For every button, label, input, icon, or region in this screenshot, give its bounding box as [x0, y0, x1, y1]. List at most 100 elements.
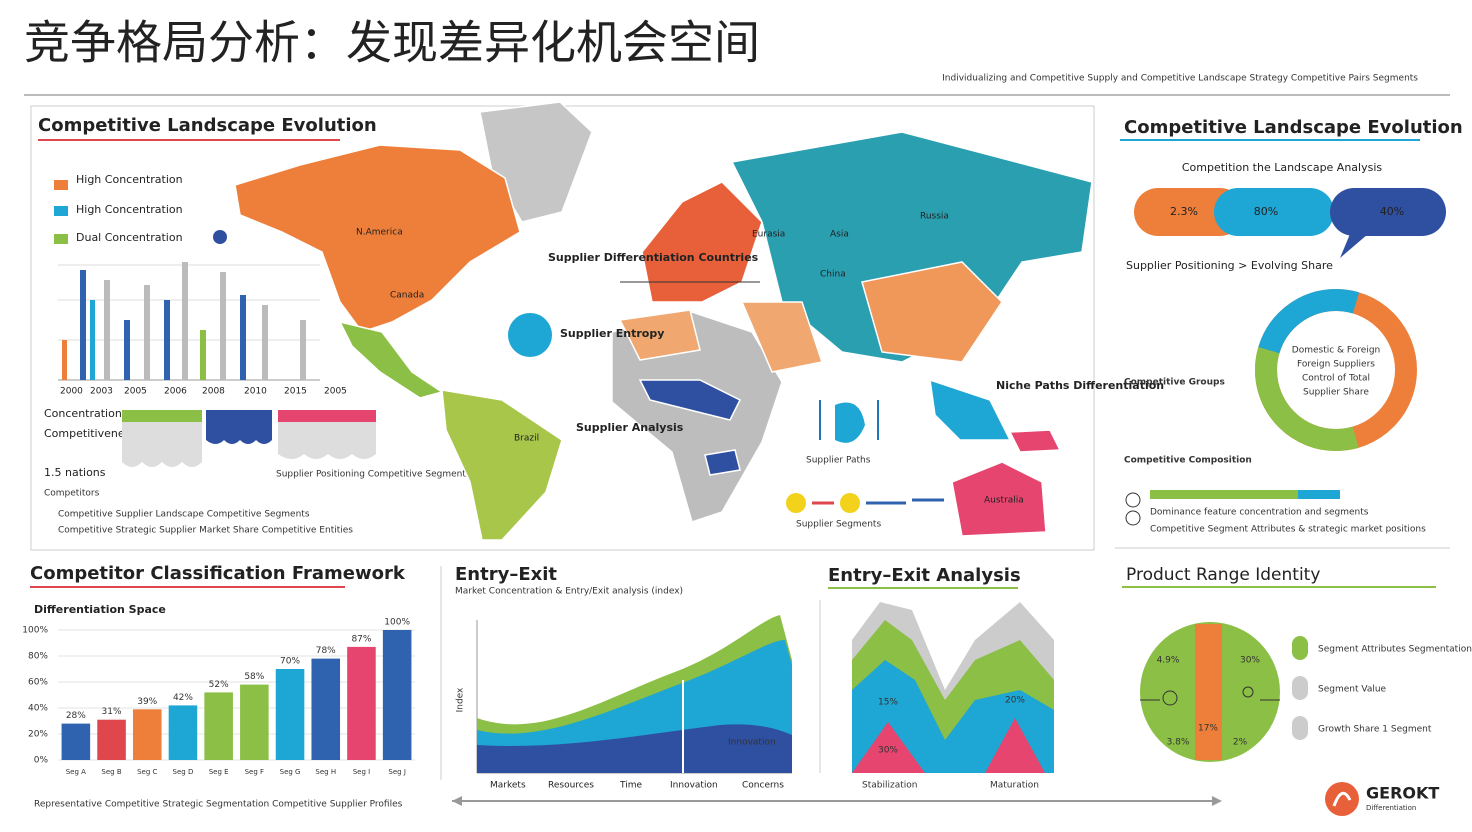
label: 1.5 nations	[44, 466, 106, 479]
panel-title: Competitive Landscape Evolution	[38, 115, 377, 136]
se-asia	[929, 378, 1012, 441]
mini-bar	[124, 320, 130, 380]
caption: Representative Competitive Strategic Seg…	[34, 800, 403, 810]
bar	[240, 684, 269, 760]
donut-text: Foreign Suppliers	[1297, 360, 1375, 370]
panel-subtitle: Competition the Landscape Analysis	[1182, 161, 1383, 174]
pill-label: 80%	[1254, 205, 1278, 218]
note: Competitive Strategic Supplier Market Sh…	[58, 526, 353, 536]
pill-label: 2.3%	[1170, 205, 1198, 218]
mini-bar	[300, 320, 306, 380]
year-label: 2000	[60, 387, 83, 397]
band	[122, 410, 202, 422]
mini-bar	[240, 295, 246, 380]
x-tick-label: Stabilization	[862, 781, 917, 791]
legend-label: High Concentration	[76, 203, 183, 216]
australia	[951, 461, 1047, 537]
mini-bar	[220, 272, 226, 380]
year-label: 2008	[202, 387, 225, 397]
x-tick-label: Seg H	[315, 768, 336, 776]
south-america	[441, 389, 563, 541]
legend-swatch	[54, 180, 68, 190]
band	[278, 410, 376, 422]
pill	[1134, 188, 1244, 236]
legend-icon	[1292, 636, 1308, 660]
x-tick-label: Seg J	[388, 768, 405, 776]
region-label: Australia	[984, 496, 1024, 506]
value-label: 52%	[209, 680, 229, 690]
region-label: Russia	[920, 212, 949, 222]
pill-tail	[1340, 234, 1368, 258]
map-label: Supplier Entropy	[560, 327, 664, 340]
year-labels: 2000 2003 2005 2006 2008 2010 2015 2005	[60, 387, 347, 397]
bar	[311, 658, 341, 760]
region-label: Eurasia	[752, 230, 785, 240]
legend-icon	[1292, 716, 1308, 740]
north-africa	[618, 309, 701, 361]
bar	[275, 669, 305, 760]
bar	[204, 692, 233, 760]
world-map	[234, 101, 1093, 541]
dot	[786, 493, 806, 513]
pill-label: 40%	[1380, 205, 1404, 218]
y-tick-label: 100%	[22, 626, 48, 636]
pie-band	[1195, 624, 1222, 760]
value-label: 42%	[173, 693, 193, 703]
globe-icon	[508, 313, 552, 357]
region-label: N.America	[356, 228, 403, 238]
inner-label: Innovation	[728, 738, 776, 748]
icon	[1242, 686, 1254, 698]
x-tick-label: Maturation	[990, 781, 1039, 791]
islands	[1008, 429, 1062, 453]
year-label: 2010	[244, 387, 267, 397]
bar-strip	[1150, 490, 1298, 499]
x-tick-label: Markets	[490, 781, 526, 791]
mini-bar	[90, 300, 95, 380]
legend-dot	[213, 230, 227, 244]
drip-shape	[278, 422, 376, 459]
bar-strip	[1298, 490, 1340, 499]
icon	[1162, 690, 1178, 706]
legend-label: Segment Value	[1318, 685, 1387, 695]
x-tick-label: Seg A	[66, 768, 86, 776]
x-tick-label: Innovation	[670, 781, 718, 791]
panel-title: Entry–Exit	[455, 564, 557, 585]
x-tick-label: Concerns	[742, 781, 784, 791]
panel-subtitle: Market Concentration & Entry/Exit analys…	[455, 587, 683, 597]
label: Competitive Composition	[1124, 456, 1252, 466]
pie-label: 17%	[1198, 724, 1218, 734]
page-subtitle: Individualizing and Competitive Supply a…	[942, 74, 1418, 84]
africa-band	[638, 379, 742, 421]
label: Competitive Groups	[1124, 378, 1225, 388]
donut-segment	[1255, 289, 1417, 451]
region-label: Brazil	[514, 434, 539, 444]
label: Concentration	[44, 407, 122, 420]
drip-shape	[206, 422, 272, 444]
bar	[347, 646, 376, 760]
donut-text: Control of Total	[1302, 374, 1370, 384]
panel-title: Competitor Classification Framework	[30, 563, 406, 584]
bar	[132, 709, 162, 760]
x-tick-label: Time	[619, 781, 642, 791]
value-label: 70%	[280, 657, 300, 667]
logo-text: GEROKT	[1366, 784, 1439, 803]
x-tick-label: Seg D	[173, 768, 194, 776]
map-label: Supplier Segments	[796, 520, 881, 530]
drip-shape	[122, 422, 202, 467]
value-label: 31%	[102, 707, 122, 717]
peak	[852, 718, 1045, 773]
year-label: 2005	[324, 387, 347, 397]
donut-segment	[1255, 289, 1417, 451]
pill	[1214, 188, 1334, 236]
mini-bar	[144, 285, 150, 380]
bar	[97, 719, 126, 760]
pie-label: 4.9%	[1157, 656, 1180, 666]
region-label: Asia	[830, 230, 849, 240]
mini-bar	[80, 270, 86, 380]
region-labels: N.America Canada Brazil Eurasia Russia A…	[356, 212, 1024, 506]
peak-label: 15%	[878, 698, 898, 708]
x-tick-label: Resources	[548, 781, 594, 791]
label: Competitiveness	[44, 427, 136, 440]
bar	[168, 705, 198, 760]
